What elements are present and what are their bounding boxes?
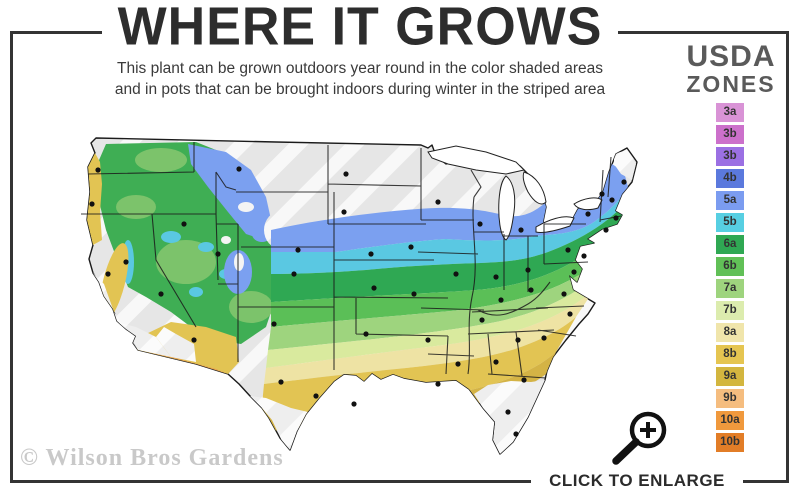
city-dot bbox=[528, 287, 534, 293]
watermark: © Wilson Bros Gardens bbox=[20, 445, 284, 471]
page-title: WHERE IT GROWS bbox=[30, 0, 690, 56]
subtitle-line-1: This plant can be grown outdoors year ro… bbox=[117, 60, 603, 77]
city-dot bbox=[341, 209, 347, 215]
city-dot bbox=[435, 199, 441, 205]
city-dot bbox=[411, 291, 417, 297]
city-dot bbox=[567, 311, 573, 317]
city-dot bbox=[236, 166, 242, 172]
state-borders bbox=[81, 142, 622, 379]
city-dot bbox=[313, 393, 319, 399]
legend-zone-chip: 3a bbox=[716, 103, 744, 122]
city-dot bbox=[477, 221, 483, 227]
city-dot bbox=[271, 321, 277, 327]
usda-zones-heading: USDA ZONES bbox=[672, 40, 790, 97]
legend-zone-chip: 5b bbox=[716, 213, 744, 232]
city-dot bbox=[368, 251, 374, 257]
city-dot bbox=[291, 271, 297, 277]
city-dot bbox=[158, 291, 164, 297]
legend-zone-chip: 10a bbox=[716, 411, 744, 430]
city-dot bbox=[89, 201, 95, 207]
usda-zone-map bbox=[76, 112, 662, 473]
city-dot bbox=[493, 359, 499, 365]
city-dot bbox=[363, 331, 369, 337]
legend-zone-chip: 3b bbox=[716, 125, 744, 144]
city-dot bbox=[215, 251, 221, 257]
city-dots bbox=[89, 166, 627, 437]
city-dot bbox=[295, 247, 301, 253]
city-dot bbox=[498, 297, 504, 303]
city-dot bbox=[603, 227, 609, 233]
legend-zone-chip: 3b bbox=[716, 147, 744, 166]
city-dot bbox=[278, 379, 284, 385]
usda-label: USDA bbox=[686, 40, 776, 73]
city-dot bbox=[585, 211, 591, 217]
subtitle: This plant can be grown outdoors year ro… bbox=[40, 59, 680, 101]
city-dot bbox=[525, 267, 531, 273]
city-dot bbox=[191, 337, 197, 343]
city-dot bbox=[408, 244, 414, 250]
city-dot bbox=[581, 253, 587, 259]
city-dot bbox=[371, 285, 377, 291]
legend-zone-chip: 10b bbox=[716, 433, 744, 452]
city-dot bbox=[515, 337, 521, 343]
zone-legend: 3a 3b 3b 4b 5a 5b 6a 6b 7a 7b 8a 8b 9a 9b 10a 10b bbox=[716, 103, 744, 455]
city-dot bbox=[123, 259, 129, 265]
legend-zone-chip: 5a bbox=[716, 191, 744, 210]
legend-zone-chip: 8a bbox=[716, 323, 744, 342]
click-to-enlarge-button[interactable]: CLICK TO ENLARGE bbox=[531, 469, 743, 493]
page-title-text: WHERE IT GROWS bbox=[101, 0, 619, 56]
city-dot bbox=[521, 377, 527, 383]
city-dot bbox=[565, 247, 571, 253]
city-dot bbox=[95, 167, 101, 173]
city-dot bbox=[493, 274, 499, 280]
city-dot bbox=[479, 317, 485, 323]
city-dot bbox=[621, 179, 627, 185]
city-dot bbox=[561, 291, 567, 297]
us-map-svg bbox=[81, 137, 638, 455]
magnifier-plus-icon[interactable] bbox=[598, 406, 684, 473]
city-dot bbox=[599, 191, 605, 197]
city-dot bbox=[505, 409, 511, 415]
city-dot bbox=[351, 401, 357, 407]
city-dot bbox=[541, 335, 547, 341]
legend-zone-chip: 7b bbox=[716, 301, 744, 320]
city-dot bbox=[435, 381, 441, 387]
legend-zone-chip: 9b bbox=[716, 389, 744, 408]
legend-zone-chip: 6a bbox=[716, 235, 744, 254]
great-lakes bbox=[427, 145, 603, 241]
city-dot bbox=[181, 221, 187, 227]
city-dot bbox=[613, 215, 619, 221]
city-dot bbox=[343, 171, 349, 177]
legend-zone-chip: 8b bbox=[716, 345, 744, 364]
legend-zone-chip: 7a bbox=[716, 279, 744, 298]
city-dot bbox=[571, 269, 577, 275]
subtitle-line-2: and in pots that can be brought indoors … bbox=[114, 80, 606, 98]
city-dot bbox=[425, 337, 431, 343]
zones-label: ZONES bbox=[686, 71, 776, 97]
city-dot bbox=[513, 431, 519, 437]
city-dot bbox=[455, 361, 461, 367]
city-dot bbox=[518, 227, 524, 233]
city-dot bbox=[609, 197, 615, 203]
city-dot bbox=[453, 271, 459, 277]
legend-zone-chip: 4b bbox=[716, 169, 744, 188]
legend-zone-chip: 6b bbox=[716, 257, 744, 276]
city-dot bbox=[105, 271, 111, 277]
legend-zone-chip: 9a bbox=[716, 367, 744, 386]
